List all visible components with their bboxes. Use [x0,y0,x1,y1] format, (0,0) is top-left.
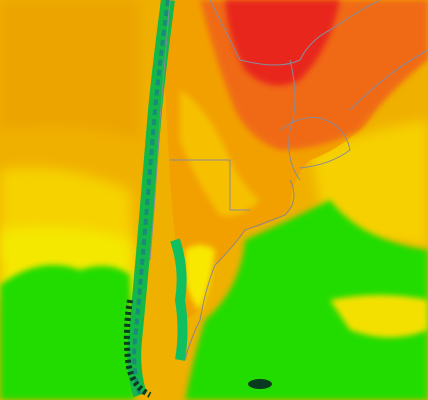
falkland-islands [248,379,272,389]
borders [149,0,428,361]
andes-peaks [132,0,170,396]
ocean-warm [0,0,140,140]
land-temperature [160,0,428,320]
patagonia-highlands [170,238,188,361]
border-provinces [170,159,250,211]
border-uruguay [279,117,351,169]
coastline [184,179,295,361]
cold-region-east [185,200,428,400]
chile-fjords [123,299,152,398]
coast-brazil [349,49,428,111]
border-north [209,0,381,66]
andes [123,0,272,398]
border-chile [149,0,171,261]
land-yellow [180,90,260,216]
warm-tongue [330,295,428,338]
cold-region-west [0,265,135,400]
hottest-region [225,0,340,86]
patagonia-yellow [185,245,215,310]
border-east [288,59,301,181]
